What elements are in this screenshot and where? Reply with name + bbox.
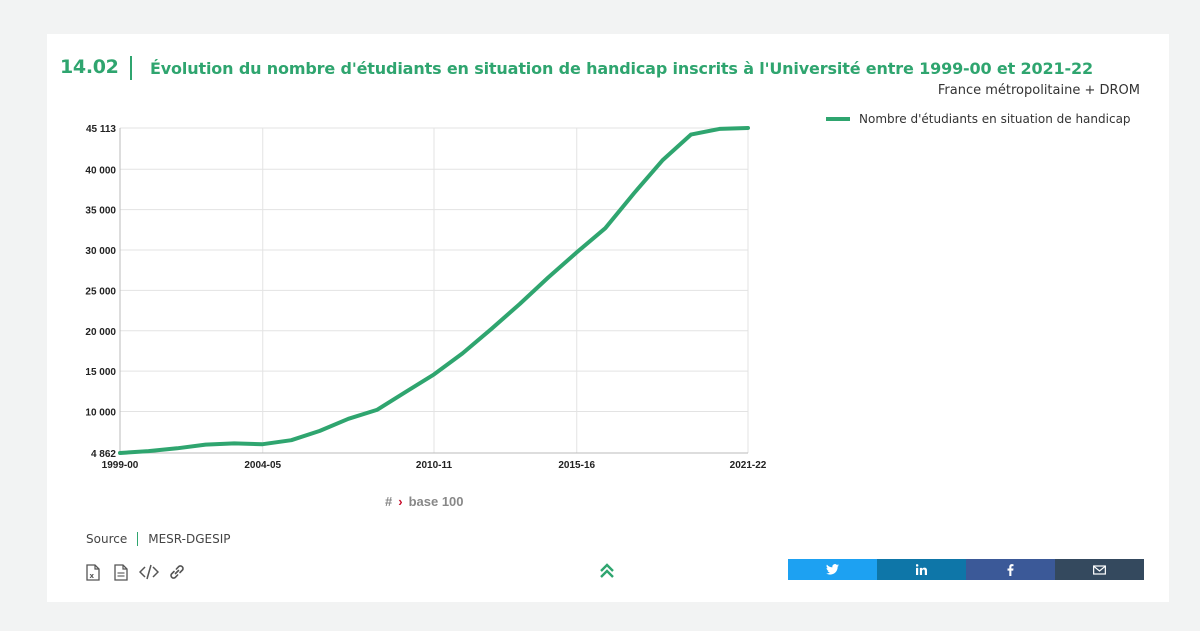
base100-label: base 100 [408, 494, 464, 509]
x-tick-label: 1999-00 [102, 460, 139, 471]
y-tick-label: 20 000 [85, 327, 116, 338]
source-label: Source [86, 532, 128, 546]
chevron-right-icon: › [398, 494, 403, 509]
base100-toggle[interactable]: # › base 100 [385, 494, 464, 509]
y-tick-label: 35 000 [85, 206, 116, 217]
series-line [118, 126, 750, 455]
facebook-share-button[interactable] [966, 559, 1055, 580]
linkedin-icon [916, 564, 927, 575]
y-tick-label: 25 000 [85, 286, 116, 297]
code-icon[interactable] [139, 563, 159, 581]
email-share-button[interactable] [1055, 559, 1144, 580]
source-separator [137, 532, 139, 546]
scroll-up-icon[interactable] [598, 562, 616, 585]
title-separator [130, 56, 132, 80]
svg-text:x: x [90, 572, 95, 580]
twitter-icon [826, 564, 839, 575]
chart-subtitle: France métropolitaine + DROM [937, 83, 1140, 98]
share-bar [788, 559, 1144, 580]
export-toolbar: x [83, 563, 187, 581]
figure-number: 14.02 [60, 56, 119, 78]
y-tick-label: 45 113 [86, 124, 116, 135]
facebook-icon [1007, 563, 1014, 576]
source-line: Source MESR-DGESIP [86, 532, 230, 546]
legend-label: Nombre d'étudiants en situation de handi… [859, 112, 1131, 126]
hash-label: # [385, 494, 393, 509]
chart-title: Évolution du nombre d'étudiants en situa… [150, 59, 1093, 78]
twitter-share-button[interactable] [788, 559, 877, 580]
x-tick-label: 2004-05 [244, 460, 281, 471]
document-icon[interactable] [111, 563, 131, 581]
email-icon [1093, 564, 1106, 575]
linkedin-share-button[interactable] [877, 559, 966, 580]
y-tick-label: 30 000 [85, 246, 116, 257]
y-tick-label: 15 000 [85, 367, 116, 378]
excel-icon[interactable]: x [83, 563, 103, 581]
legend-swatch [826, 117, 850, 121]
y-tick-label: 4 862 [91, 449, 116, 460]
x-tick-label: 2015-16 [558, 460, 595, 471]
y-tick-label: 10 000 [85, 408, 116, 419]
y-tick-label: 40 000 [85, 165, 116, 176]
legend[interactable]: Nombre d'étudiants en situation de handi… [826, 112, 1131, 126]
x-tick-label: 2021-22 [730, 460, 767, 471]
x-tick-label: 2010-11 [416, 460, 453, 471]
link-icon[interactable] [167, 563, 187, 581]
source-value: MESR-DGESIP [148, 532, 231, 546]
chart-card [47, 34, 1169, 602]
